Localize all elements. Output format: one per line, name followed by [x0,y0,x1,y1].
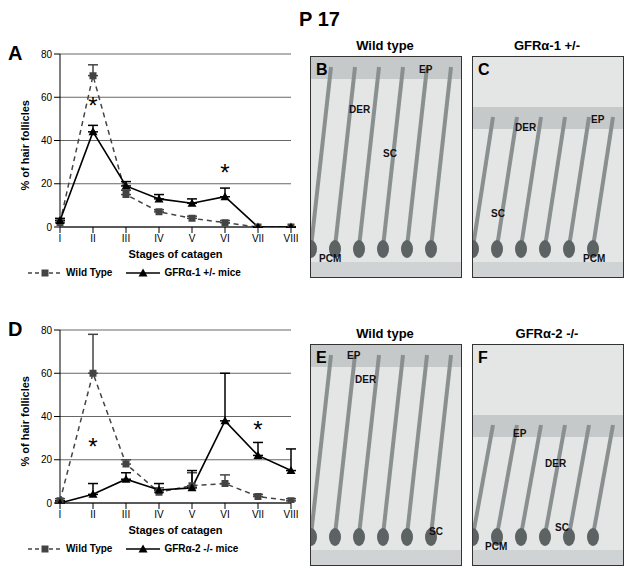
svg-text:*: * [88,92,97,119]
svg-text:*: * [253,416,262,443]
svg-text:40: 40 [41,135,53,146]
html-text:Wild Type: Wild Type [66,543,113,554]
svg-text:DER: DER [515,122,537,133]
svg-text:PCM: PCM [319,253,341,264]
html-text:Wild Type: Wild Type [66,267,113,278]
svg-text:SC: SC [429,526,443,537]
svg-text:80: 80 [41,325,53,336]
svg-text:EP: EP [513,428,527,439]
svg-text:Stages of catagen: Stages of catagen [128,524,222,536]
svg-text:20: 20 [41,178,53,189]
svg-text:VIII: VIII [283,509,298,520]
svg-text:C: C [478,61,490,78]
svg-text:EP: EP [347,350,361,361]
svg-text:SC: SC [555,522,569,533]
svg-text:60: 60 [41,368,53,379]
svg-text:% of hair follicles: % of hair follicles [19,100,31,190]
svg-text:B: B [316,61,328,78]
svg-text:I: I [59,233,62,244]
svg-text:% of hair follicles: % of hair follicles [19,376,31,466]
svg-text:0: 0 [46,498,52,509]
svg-text:EP: EP [419,64,433,75]
html-text:GFRα-1 +/-: GFRα-1 +/- [513,38,581,53]
svg-text:VII: VII [252,509,264,520]
svg-text:0: 0 [46,222,52,233]
svg-text:DER: DER [545,458,567,469]
svg-text:I: I [59,509,62,520]
svg-text:*: * [88,433,97,460]
html-text:Wild type: Wild type [356,326,414,341]
svg-text:VI: VI [220,509,229,520]
svg-text:SC: SC [491,208,505,219]
svg-text:PCM: PCM [583,253,605,264]
svg-text:V: V [189,509,196,520]
svg-text:II: II [90,233,96,244]
svg-text:SC: SC [383,148,397,159]
svg-text:II: II [90,509,96,520]
svg-text:DER: DER [355,374,377,385]
svg-text:F: F [478,349,488,366]
svg-text:*: * [220,159,229,186]
svg-text:VI: VI [220,233,229,244]
svg-text:EP: EP [591,114,605,125]
html-text:GFRα-2 -/- mice: GFRα-2 -/- mice [164,543,239,554]
svg-text:IV: IV [154,509,164,520]
svg-text:E: E [316,349,327,366]
html-text:D: D [8,318,23,340]
svg-text:20: 20 [41,454,53,465]
svg-text:Stages of catagen: Stages of catagen [128,248,222,260]
svg-text:IV: IV [154,233,164,244]
html-text:P 17: P 17 [299,8,340,30]
svg-text:DER: DER [349,104,371,115]
svg-text:40: 40 [41,411,53,422]
svg-text:PCM: PCM [485,541,507,552]
svg-text:60: 60 [41,92,53,103]
html-text:A: A [8,42,23,64]
html-text:Wild type: Wild type [356,38,414,53]
svg-text:VIII: VIII [283,233,298,244]
svg-text:III: III [122,233,130,244]
html-text:GFRα-2 -/-: GFRα-2 -/- [515,326,579,341]
html-text:GFRα-1 +/- mice: GFRα-1 +/- mice [164,267,241,278]
svg-text:VII: VII [252,233,264,244]
svg-text:80: 80 [41,49,53,60]
svg-text:V: V [189,233,196,244]
svg-text:III: III [122,509,130,520]
